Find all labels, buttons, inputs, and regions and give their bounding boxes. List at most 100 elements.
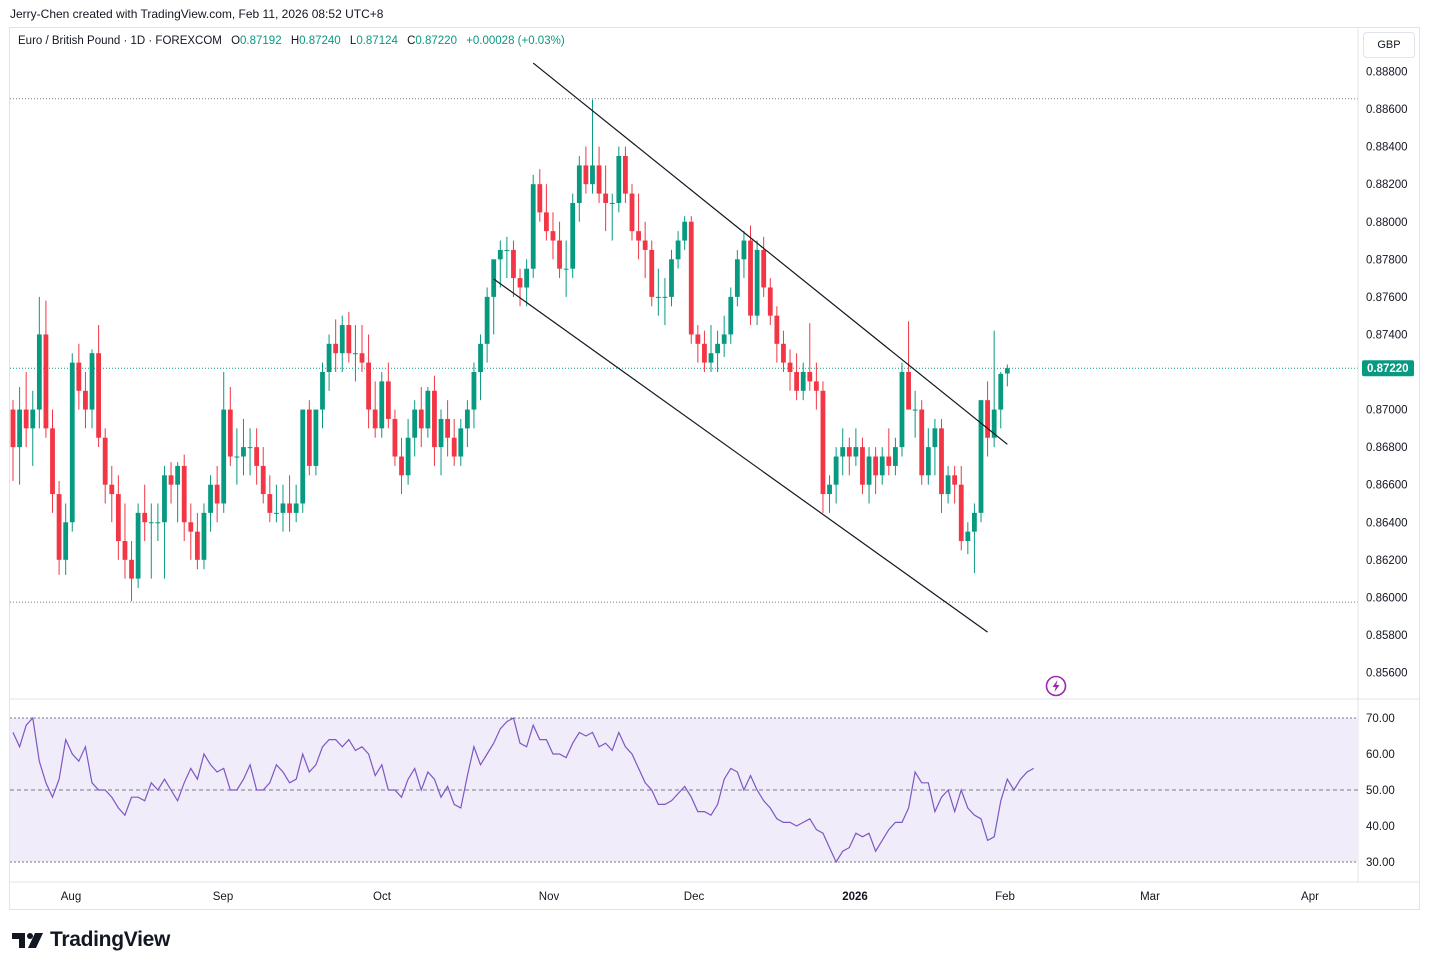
candle: [346, 311, 352, 363]
price-tick-label: 0.88000: [1366, 217, 1408, 229]
candle: [418, 387, 424, 448]
candle: [695, 325, 701, 363]
candle: [10, 400, 16, 481]
candle: [83, 372, 88, 429]
time-tick-label: Nov: [539, 891, 560, 903]
candle: [833, 447, 839, 504]
rsi-line: [12, 716, 1034, 864]
candle: [557, 221, 562, 279]
lightning-icon[interactable]: [1045, 675, 1067, 697]
time-tick-label: Sep: [213, 891, 233, 903]
candle: [366, 334, 371, 429]
candle: [168, 462, 174, 504]
candle: [497, 240, 503, 288]
candle: [530, 174, 536, 279]
candle: [649, 240, 655, 307]
candle: [563, 240, 569, 297]
candle: [860, 437, 865, 495]
close-label: C: [407, 35, 416, 47]
open-value: 0.87192: [240, 35, 282, 47]
high-value: 0.87240: [299, 35, 341, 47]
candle: [280, 484, 286, 532]
candle: [69, 353, 75, 532]
candle: [761, 236, 767, 297]
candle: [412, 400, 418, 457]
candle: [794, 353, 800, 401]
candle: [932, 418, 938, 476]
candle: [227, 387, 233, 466]
candle: [385, 362, 391, 429]
price-tick-label: 0.88800: [1366, 67, 1408, 79]
last-price-tag: [1362, 360, 1414, 377]
candle: [623, 146, 628, 203]
candle: [148, 503, 154, 579]
candle: [320, 362, 325, 429]
candle: [550, 212, 556, 260]
candle: [115, 475, 121, 560]
candle: [669, 249, 674, 307]
time-axis: Aug Sep Oct Nov Dec 2026 Feb Mar Apr: [61, 891, 1319, 903]
time-tick-label: Mar: [1140, 891, 1160, 903]
rsi-tick-label: 50.00: [1366, 785, 1395, 797]
candle: [76, 343, 82, 410]
candle: [300, 409, 306, 513]
price-axis: 0.88800 0.88600 0.88400 0.88200 0.88000 0.878…: [1362, 67, 1414, 680]
change-value: +0.00028 (+0.03%): [466, 35, 565, 47]
candle: [214, 465, 220, 523]
candle: [208, 475, 213, 532]
candle: [254, 428, 260, 485]
candle: [985, 381, 990, 457]
high-label: H: [290, 35, 300, 47]
price-tick-label: 0.85800: [1366, 630, 1408, 642]
candle: [234, 428, 240, 485]
rsi-tick-label: 40.00: [1366, 821, 1395, 833]
upper-channel-line[interactable]: [532, 62, 1008, 445]
symbol-title[interactable]: Euro / British Pound · 1D · FOREXCOM: [18, 35, 222, 47]
candle: [122, 503, 128, 579]
candle: [958, 465, 964, 551]
price-tick-label: 0.87600: [1366, 292, 1408, 304]
candle: [873, 447, 879, 495]
candle: [603, 165, 609, 232]
candle: [879, 447, 885, 485]
candle: [451, 418, 457, 466]
price-tick-label: 0.88200: [1366, 179, 1408, 191]
candle: [939, 418, 944, 513]
price-tick-label: 0.85600: [1366, 668, 1408, 680]
currency-button[interactable]: GBP: [1363, 32, 1415, 58]
candle: [102, 428, 108, 504]
candle: [425, 387, 431, 438]
candle: [326, 334, 332, 391]
candle: [820, 381, 826, 513]
time-tick-label: Aug: [61, 891, 81, 903]
candle: [609, 193, 615, 241]
candle: [260, 447, 266, 504]
candle: [543, 184, 549, 241]
low-value: 0.87124: [356, 35, 398, 47]
candle: [353, 325, 358, 382]
attribution-text: Jerry-Chen created with TradingView.com,…: [10, 7, 384, 21]
candle: [359, 325, 365, 372]
lower-channel-line[interactable]: [493, 278, 988, 633]
time-tick-label: Feb: [995, 891, 1015, 903]
candle: [616, 146, 622, 213]
brand-name: TradingView: [50, 928, 171, 951]
candle: [787, 349, 793, 391]
candle: [221, 372, 227, 513]
candle: [129, 541, 134, 602]
price-tick-label: 0.88400: [1366, 142, 1408, 154]
candle: [636, 193, 641, 260]
candle: [866, 447, 872, 504]
candle: [392, 409, 398, 466]
tradingview-brand[interactable]: TradingView: [12, 928, 170, 952]
time-tick-label: 2026: [842, 891, 868, 903]
candle: [511, 240, 516, 297]
candle: [175, 462, 181, 523]
candle: [188, 503, 194, 560]
candle: [491, 259, 497, 335]
candle: [781, 330, 786, 372]
candle: [590, 99, 595, 194]
candle: [504, 236, 510, 279]
candle: [965, 522, 971, 555]
